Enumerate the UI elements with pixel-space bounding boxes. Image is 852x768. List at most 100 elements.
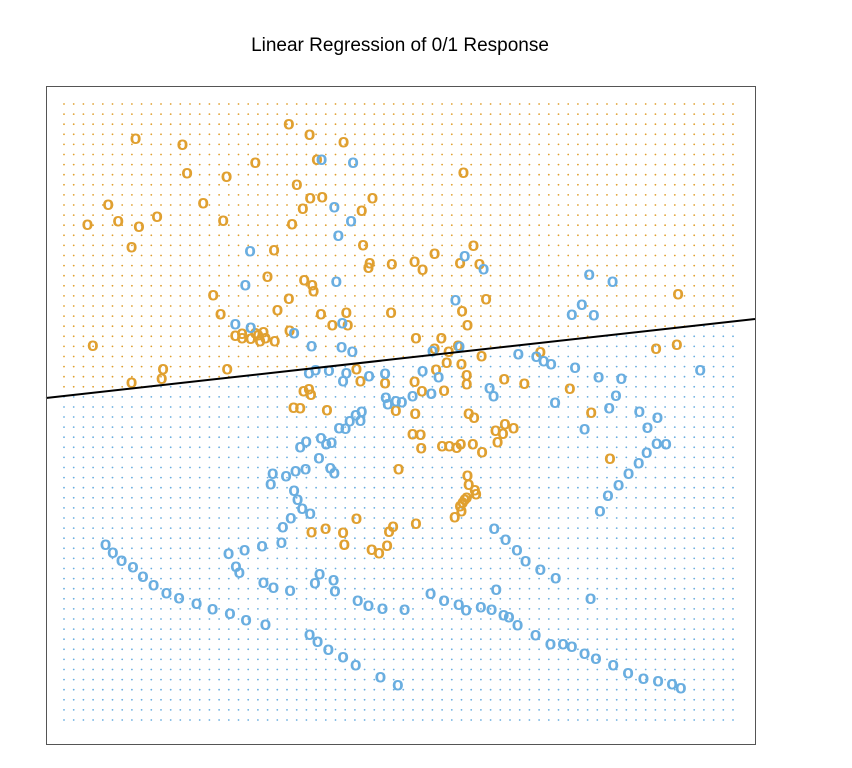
grid-dot (441, 688, 443, 691)
grid-dot (528, 709, 531, 711)
grid-dot (344, 688, 347, 691)
grid-dot (460, 173, 463, 176)
grid-dot (673, 658, 676, 661)
grid-dot (82, 295, 85, 297)
grid-dot (460, 658, 463, 661)
grid-dot (140, 496, 143, 499)
grid-dot (557, 597, 560, 600)
grid-dot (509, 507, 511, 509)
grid-dot (373, 587, 376, 590)
grid-dot (276, 234, 279, 237)
grid-dot (722, 436, 725, 439)
grid-dot (450, 214, 453, 217)
grid-dot (257, 436, 259, 439)
grid-dot (654, 406, 657, 408)
grid-dot (121, 446, 124, 449)
grid-dot (557, 476, 560, 479)
grid-dot (683, 446, 686, 449)
grid-dot (82, 719, 85, 721)
grid-dot (732, 436, 734, 439)
grid-dot (470, 618, 473, 620)
grid-dot (257, 385, 259, 388)
grid-dot (625, 264, 628, 267)
grid-dot (421, 537, 424, 540)
grid-dot (528, 355, 531, 358)
grid-dot (305, 608, 308, 610)
grid-dot (567, 315, 570, 317)
grid-dot (121, 183, 124, 186)
grid-dot (354, 315, 356, 317)
grid-dot (189, 517, 191, 519)
grid-dot (703, 426, 705, 428)
point-class-0: o (651, 433, 663, 454)
grid-dot (257, 638, 259, 641)
grid-dot (596, 577, 599, 580)
grid-dot (421, 123, 424, 126)
grid-dot (421, 496, 424, 499)
grid-dot (189, 375, 191, 378)
grid-dot (518, 486, 521, 489)
grid-dot (460, 678, 463, 681)
point-class-0: o (407, 385, 419, 406)
grid-dot (363, 597, 366, 600)
grid-dot (92, 567, 94, 570)
grid-dot (111, 365, 114, 368)
grid-dot (722, 567, 725, 570)
grid-dot (324, 719, 327, 721)
grid-dot (189, 597, 191, 600)
grid-dot (247, 628, 250, 630)
grid-dot (266, 618, 269, 620)
grid-dot (470, 608, 473, 610)
grid-dot (101, 284, 104, 287)
grid-dot (150, 567, 153, 570)
grid-dot (82, 608, 85, 610)
grid-dot (538, 547, 540, 550)
grid-dot (344, 436, 347, 439)
grid-dot (373, 113, 376, 115)
grid-dot (208, 496, 211, 499)
grid-dot (266, 719, 269, 721)
grid-dot (92, 577, 94, 580)
grid-dot (567, 507, 570, 509)
grid-dot (664, 608, 666, 610)
grid-dot (218, 284, 221, 287)
grid-dot (577, 254, 579, 257)
grid-dot (615, 274, 618, 277)
grid-dot (732, 224, 734, 227)
grid-dot (518, 254, 521, 257)
grid-dot (150, 396, 153, 398)
grid-dot (189, 264, 191, 267)
grid-dot (92, 527, 94, 529)
grid-dot (693, 436, 696, 439)
grid-dot (460, 305, 463, 307)
grid-dot (82, 365, 85, 368)
grid-dot (577, 355, 579, 358)
grid-dot (208, 234, 211, 237)
grid-dot (450, 123, 453, 126)
grid-dot (363, 709, 366, 711)
grid-dot (237, 658, 240, 661)
grid-dot (431, 224, 434, 227)
grid-dot (150, 496, 153, 499)
grid-dot (218, 375, 221, 378)
grid-dot (169, 335, 172, 338)
grid-dot (121, 103, 124, 105)
grid-dot (72, 446, 75, 449)
grid-dot (82, 274, 85, 277)
grid-dot (344, 608, 347, 610)
grid-dot (683, 597, 686, 600)
grid-dot (257, 547, 259, 550)
grid-dot (227, 587, 230, 590)
grid-dot (344, 456, 347, 459)
grid-dot (218, 315, 221, 317)
grid-dot (499, 426, 502, 428)
grid-dot (567, 547, 570, 550)
grid-dot (421, 375, 424, 378)
grid-dot (528, 608, 531, 610)
grid-dot (305, 406, 308, 408)
grid-dot (480, 436, 482, 439)
point-class-1: o (311, 149, 323, 170)
grid-dot (218, 648, 221, 651)
grid-dot (732, 264, 734, 267)
grid-dot (528, 476, 531, 479)
